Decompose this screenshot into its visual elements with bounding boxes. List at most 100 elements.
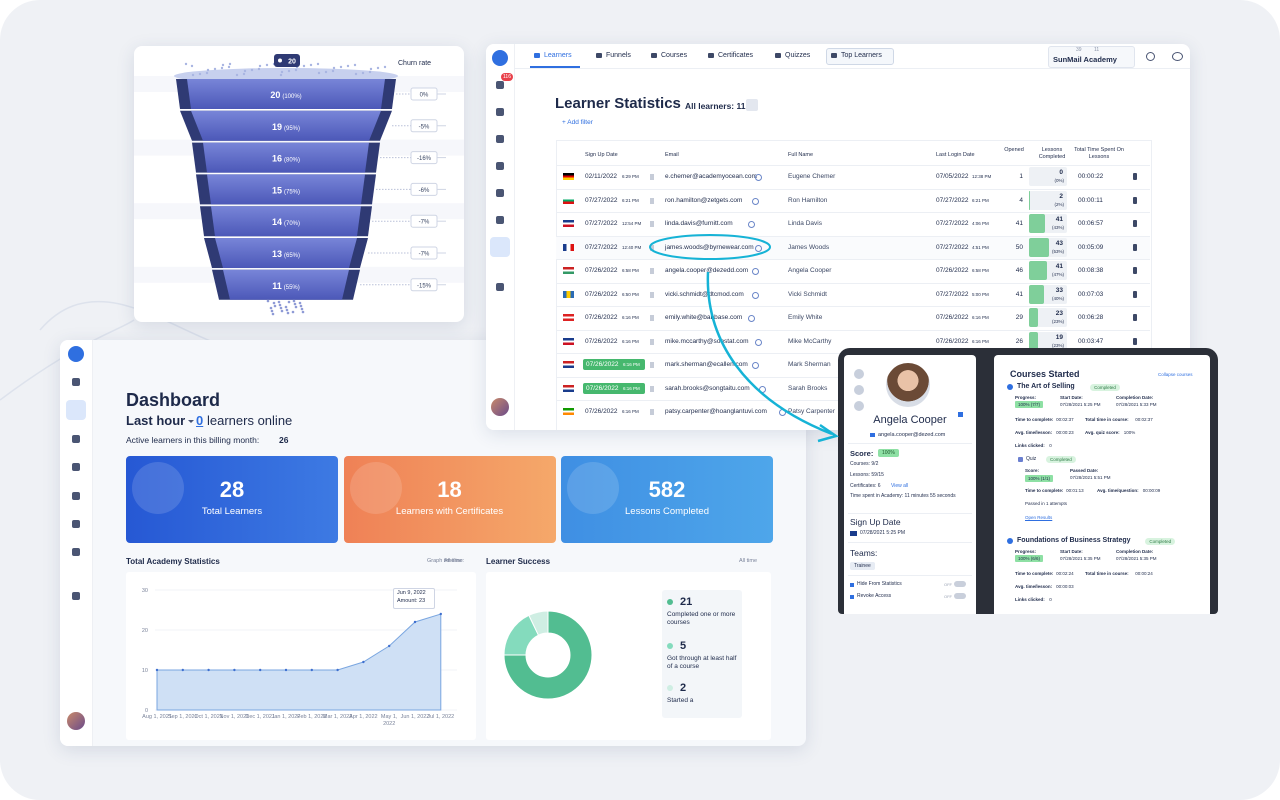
link-icon[interactable] bbox=[751, 197, 759, 205]
last-login-time: 6:58 PM bbox=[972, 268, 989, 273]
signup-time: 6:50 PM bbox=[622, 291, 639, 297]
user-avatar[interactable] bbox=[67, 712, 85, 730]
nav-icon[interactable] bbox=[490, 237, 510, 257]
card-value: 28 bbox=[219, 477, 245, 502]
nav-icon[interactable] bbox=[72, 378, 80, 386]
legend-dot bbox=[667, 643, 673, 649]
foam bbox=[279, 73, 283, 77]
online-count[interactable]: 0 bbox=[196, 413, 204, 428]
add-filter[interactable]: + Add filter bbox=[562, 119, 593, 126]
tab[interactable]: Certificates bbox=[718, 52, 754, 59]
row-action[interactable] bbox=[1133, 314, 1137, 321]
edit-icon[interactable] bbox=[958, 412, 963, 417]
nav-icon[interactable] bbox=[496, 283, 504, 291]
step-pct: (55%) bbox=[284, 285, 300, 291]
nav-icon[interactable] bbox=[72, 548, 80, 556]
drip bbox=[269, 306, 273, 310]
link-icon[interactable] bbox=[751, 291, 759, 299]
nav-icon[interactable] bbox=[496, 108, 504, 116]
period-select[interactable]: All time bbox=[739, 558, 758, 564]
social-icon[interactable] bbox=[854, 401, 864, 411]
foam bbox=[316, 62, 320, 66]
nav-icon[interactable] bbox=[72, 520, 80, 528]
lessons-box bbox=[1029, 331, 1067, 351]
toggle[interactable] bbox=[954, 593, 966, 599]
flag bbox=[563, 361, 574, 368]
courses-count: Courses: 9/2 bbox=[850, 461, 879, 467]
stat-value: 00:02:24 bbox=[1056, 571, 1074, 576]
tab[interactable]: Quizzes bbox=[785, 52, 811, 59]
full-name: Emily White bbox=[788, 314, 823, 321]
foam bbox=[265, 63, 269, 67]
tooltip-amount: Amount: 23 bbox=[397, 598, 426, 604]
view-all[interactable]: View all bbox=[891, 483, 909, 489]
row-action[interactable] bbox=[1133, 220, 1137, 227]
social-icon[interactable] bbox=[854, 369, 864, 379]
field-value: 07/28/2021 5:51 PM bbox=[1070, 475, 1111, 480]
row-action[interactable] bbox=[1133, 243, 1137, 251]
tab[interactable]: Top Learners bbox=[841, 52, 882, 59]
stat-value: 00:02:37 bbox=[1135, 417, 1153, 422]
toggle[interactable] bbox=[954, 581, 966, 587]
lessons-pct: (53%) bbox=[1051, 248, 1064, 254]
flag bbox=[850, 531, 857, 536]
legend-label: Completed one or more courses bbox=[667, 611, 736, 626]
nav-icon[interactable] bbox=[72, 492, 80, 500]
email: linda.davis@furnitt.com bbox=[665, 220, 733, 227]
device-icon bbox=[650, 291, 654, 298]
nav-icon[interactable] bbox=[72, 435, 80, 443]
account-box[interactable] bbox=[1048, 46, 1135, 68]
period-select[interactable]: Last hour bbox=[126, 413, 186, 428]
step-pct: (95%) bbox=[284, 126, 300, 132]
drip bbox=[299, 304, 303, 308]
funnel-card: 20 Churn rate 20 (100%) 0% 19 (95%) -5% 16 (80%) -… bbox=[134, 46, 464, 322]
view-icon[interactable] bbox=[1172, 52, 1183, 61]
stat-value: 00:00:24 bbox=[1135, 571, 1153, 576]
step-pct: (65%) bbox=[284, 253, 300, 259]
foam bbox=[309, 63, 313, 67]
row-action[interactable] bbox=[1133, 290, 1137, 298]
stat-label: Links clicked: bbox=[1015, 443, 1045, 448]
row-action[interactable] bbox=[1133, 267, 1137, 274]
opened: 50 bbox=[1015, 243, 1023, 251]
nav-icon[interactable] bbox=[496, 189, 504, 197]
nav-icon[interactable] bbox=[496, 216, 504, 224]
link-icon[interactable] bbox=[755, 244, 763, 252]
tab[interactable]: Courses bbox=[661, 52, 688, 59]
row-action[interactable] bbox=[1133, 196, 1137, 204]
foam bbox=[221, 63, 225, 67]
timeline-select[interactable]: All time bbox=[444, 558, 463, 564]
link-icon[interactable] bbox=[755, 174, 763, 181]
nav-icon[interactable] bbox=[72, 592, 80, 600]
stat-label: Avg. time/lesson: bbox=[1015, 430, 1053, 435]
device-icon bbox=[650, 268, 654, 274]
row-action[interactable] bbox=[1133, 337, 1137, 345]
tab[interactable]: Funnels bbox=[606, 52, 631, 59]
email: angela.cooper@dezedd.com bbox=[665, 267, 749, 274]
toggle-state: OFF bbox=[944, 582, 952, 587]
open-results[interactable]: Open Results bbox=[1025, 515, 1053, 520]
tab[interactable]: Learners bbox=[544, 52, 572, 59]
drip bbox=[271, 312, 275, 316]
nav-icon[interactable] bbox=[496, 162, 504, 170]
user-avatar[interactable] bbox=[491, 398, 509, 416]
social-icon[interactable] bbox=[854, 385, 864, 395]
nav-icon[interactable] bbox=[496, 81, 504, 89]
nav-icon[interactable] bbox=[66, 400, 86, 420]
timeline-label: Graph timeline: bbox=[427, 558, 465, 564]
more-button[interactable] bbox=[746, 99, 758, 111]
link-icon[interactable] bbox=[751, 268, 759, 275]
lessons-completed: 23 bbox=[1055, 310, 1063, 317]
lessons-pct: (43%) bbox=[1051, 225, 1064, 230]
search-icon[interactable] bbox=[1146, 52, 1155, 61]
step-label: 14 (70%) bbox=[272, 217, 300, 227]
nav-icon[interactable] bbox=[496, 135, 504, 143]
nav-icon[interactable] bbox=[72, 463, 80, 471]
lessons-bar bbox=[1029, 190, 1030, 210]
learner-count: All learners: 11 bbox=[685, 101, 746, 111]
row-action[interactable] bbox=[1133, 173, 1137, 180]
collapse-link[interactable]: Collapse courses bbox=[1158, 372, 1193, 377]
link-icon[interactable] bbox=[748, 221, 756, 228]
step-count: 20 bbox=[270, 90, 280, 100]
step-label: 11 (55%) bbox=[272, 281, 300, 291]
